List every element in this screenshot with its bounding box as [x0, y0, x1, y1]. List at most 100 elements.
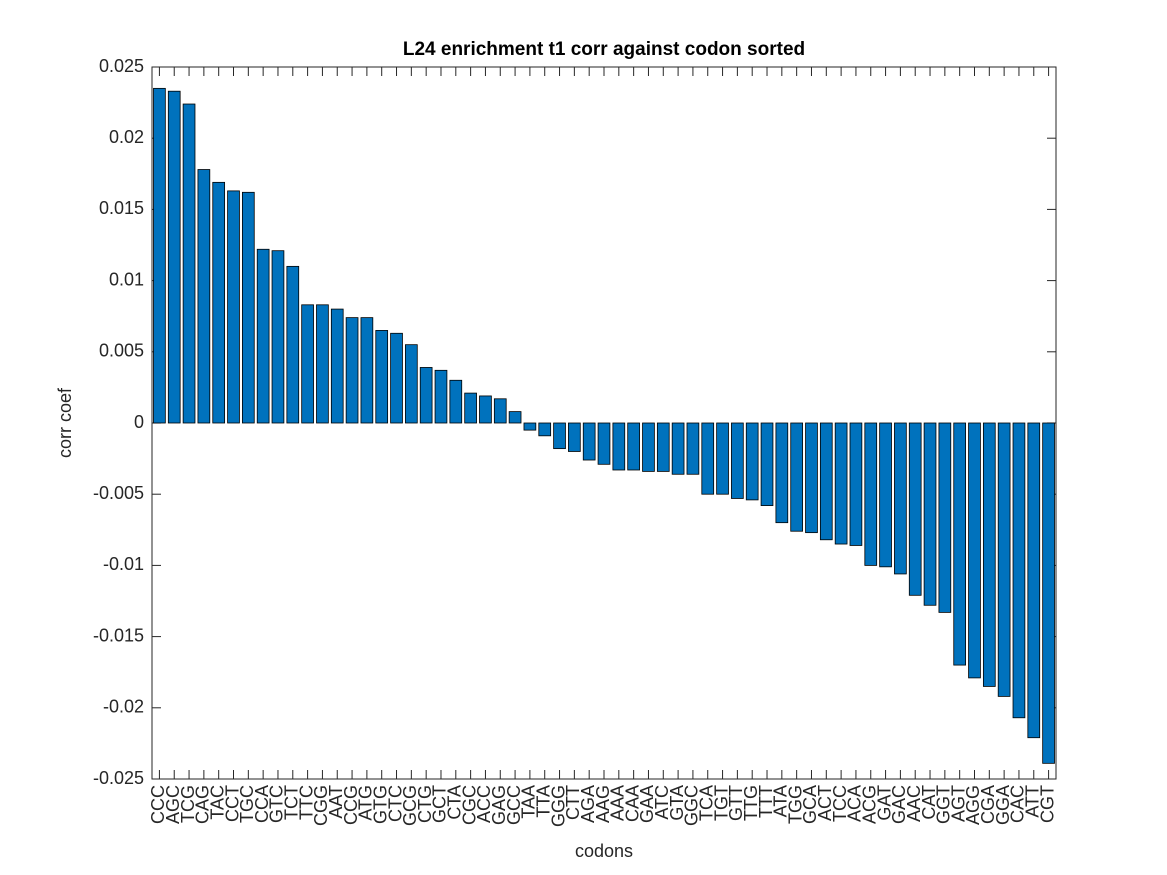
x-tick-label: GTT	[726, 785, 746, 821]
bar	[953, 422, 967, 666]
x-tick-label: ATC	[652, 785, 672, 820]
bar	[256, 248, 270, 424]
x-tick-label: AAA	[608, 785, 628, 821]
bar	[805, 422, 818, 534]
bar	[982, 422, 996, 687]
bar	[523, 422, 537, 431]
bar	[968, 422, 981, 679]
y-tick-label: 0	[134, 412, 144, 432]
x-tick-label: CAA	[622, 785, 642, 822]
bar	[879, 422, 892, 568]
bar	[834, 422, 848, 545]
x-tick-label: TGG	[785, 785, 805, 824]
bar	[760, 422, 774, 506]
plot-frame	[151, 66, 1057, 780]
bar	[375, 330, 389, 424]
bar	[182, 103, 196, 424]
bar	[716, 422, 729, 495]
x-tick-label: TGC	[237, 785, 257, 823]
y-tick-label: -0.015	[93, 625, 144, 645]
x-tick-label: GAG	[489, 785, 509, 825]
bar	[864, 422, 878, 566]
bar	[464, 392, 477, 424]
y-tick-label: 0.005	[99, 341, 144, 361]
x-tick-label: GTG	[370, 785, 390, 824]
bar	[153, 87, 166, 424]
bar	[923, 422, 937, 606]
x-tick-label: CGA	[978, 785, 998, 824]
bar	[405, 344, 418, 424]
x-tick-label: TTG	[741, 785, 761, 821]
x-tick-label: CGT	[1037, 785, 1057, 823]
bar	[745, 422, 759, 501]
x-tick-label: TCT	[282, 785, 302, 820]
x-axis-label: codons	[575, 841, 633, 861]
x-tick-label: TCG	[178, 785, 198, 823]
bar	[819, 422, 833, 541]
bar	[493, 398, 507, 424]
bar	[894, 422, 907, 575]
bar	[701, 422, 715, 495]
x-tick-label: CGG	[311, 785, 331, 826]
x-tick-label: GGC	[682, 785, 702, 826]
bar	[612, 422, 626, 471]
x-tick-label: ATG	[356, 785, 376, 821]
bar	[212, 181, 226, 424]
bar	[345, 317, 359, 424]
bar	[686, 422, 700, 475]
x-tick-label: GCG	[400, 785, 420, 826]
y-axis-label: corr coef	[55, 387, 75, 458]
x-tick-label: CAC	[1008, 785, 1028, 823]
x-tick-label: CCT	[222, 785, 242, 822]
x-tick-label: AGG	[963, 785, 983, 825]
x-tick-label: TAA	[519, 785, 539, 819]
bar	[538, 422, 552, 437]
bar	[241, 191, 255, 424]
bar	[434, 369, 448, 424]
bar	[775, 422, 789, 524]
x-tick-label: CTG	[415, 785, 435, 823]
x-tick-label: AGA	[578, 785, 598, 823]
x-tick-label: ATA	[771, 785, 791, 817]
bar	[553, 422, 566, 450]
bar	[197, 169, 211, 424]
bar	[642, 422, 655, 472]
bar	[656, 422, 670, 472]
x-tick-label: GCA	[800, 785, 820, 824]
bar	[671, 422, 685, 475]
x-tick-label: GCT	[430, 785, 450, 823]
x-tick-label: GGA	[993, 785, 1013, 825]
bar	[938, 422, 952, 613]
bar	[167, 90, 181, 424]
x-tick-label: TTA	[533, 785, 553, 818]
y-tick-label: 0.025	[99, 56, 144, 76]
x-tick-label: AGT	[948, 785, 968, 822]
x-tick-label: CTA	[445, 785, 465, 820]
y-tick-label: -0.02	[103, 697, 144, 717]
bar	[508, 411, 522, 424]
bar	[627, 422, 640, 471]
x-tick-label: TCC	[830, 785, 850, 822]
x-tick-label: ATT	[1023, 785, 1043, 818]
x-tick-label: CCA	[252, 785, 272, 823]
y-tick-label: 0.015	[99, 198, 144, 218]
bar	[449, 379, 463, 424]
bar	[731, 422, 744, 499]
bar	[419, 367, 433, 424]
x-tick-label: TCA	[696, 785, 716, 821]
y-tick-label: -0.01	[103, 554, 144, 574]
bar	[479, 395, 492, 424]
x-tick-label: GTA	[667, 785, 687, 821]
x-tick-label: CTC	[385, 785, 405, 822]
bar	[1042, 422, 1055, 764]
bar	[1027, 422, 1041, 739]
x-tick-label: GGT	[934, 785, 954, 824]
bar	[360, 317, 374, 424]
x-tick-label: TTT	[756, 785, 776, 818]
x-tick-label: TAC	[207, 785, 227, 820]
x-tick-label: AAT	[326, 785, 346, 819]
bar	[849, 422, 863, 546]
bar	[597, 422, 611, 465]
